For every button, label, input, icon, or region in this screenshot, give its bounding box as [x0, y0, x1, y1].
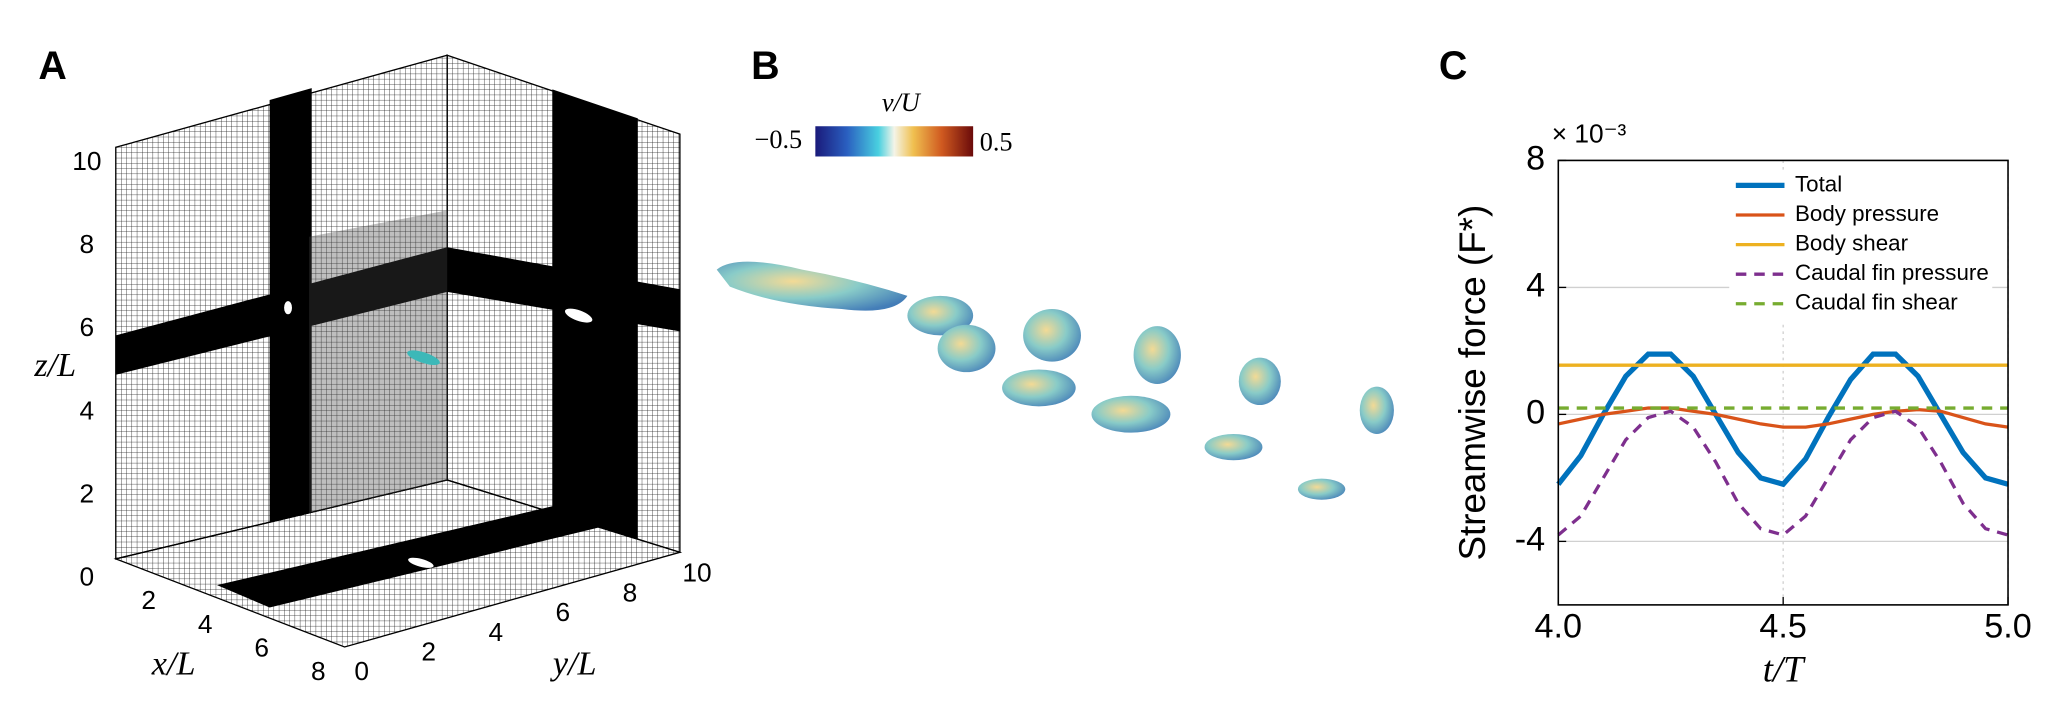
y-tick-label: 10: [682, 558, 711, 588]
x-tick-label: 4.0: [1535, 608, 1583, 646]
z-tick-label: 6: [80, 312, 95, 342]
axis-label: x/L: [151, 646, 196, 683]
legend-label: Body pressure: [1795, 201, 1939, 226]
x-tick-label: 4: [198, 609, 213, 639]
legend-label: Total: [1795, 171, 1842, 196]
axis-label: Streamwise force (F*): [1452, 205, 1493, 561]
z-tick-label: 10: [72, 146, 101, 176]
x-tick-label: 8: [311, 656, 326, 686]
x-tick-label: 6: [254, 633, 269, 663]
wake-render: [716, 261, 1394, 500]
axis-label: t/T: [1763, 649, 1806, 690]
x-tick-label: 4.5: [1759, 608, 1807, 646]
colorbar-label: v/U: [882, 88, 922, 117]
legend-box: [1729, 170, 1993, 323]
colorbar-tick: −0.5: [755, 125, 803, 154]
y-tick-label: 8: [623, 577, 638, 607]
axes-frame: [1557, 159, 2009, 606]
y-tick-label: 2: [421, 636, 436, 666]
panel-label: C: [1439, 44, 1467, 88]
panel-label: A: [38, 44, 66, 88]
panel-label: B: [751, 44, 779, 88]
series-line: [1557, 406, 2009, 429]
z-tick-label: 4: [80, 395, 95, 425]
y-tick-label: 4: [488, 617, 503, 647]
y-tick-label: -4: [1515, 520, 1545, 558]
y-tick-label: 6: [556, 597, 571, 627]
legend-label: Caudal fin pressure: [1795, 260, 1989, 285]
axis-label: z/L: [33, 347, 76, 384]
series-line: [1556, 351, 2009, 488]
y-tick-label: 0: [354, 656, 369, 686]
line-chart: -4 0 4 8 4.0 4.5 5.0 Total Body pressure Body she…: [1452, 118, 2032, 689]
legend-label: Caudal fin shear: [1795, 290, 1958, 315]
z-tick-label: 0: [80, 562, 95, 592]
axis-label: y/L: [550, 646, 597, 683]
y-tick-label: 4: [1526, 266, 1545, 304]
x-tick-label: 2: [141, 585, 156, 615]
annotation: × 10⁻³: [1552, 118, 1627, 148]
mesh-cube: [113, 54, 683, 648]
colorbar: [815, 126, 974, 157]
z-tick-label: 2: [80, 478, 95, 508]
x-tick-label: 5.0: [1984, 608, 2032, 646]
y-tick-label: 8: [1526, 139, 1545, 177]
legend-label: Body shear: [1795, 230, 1909, 255]
series-line: [1557, 409, 2009, 537]
z-tick-label: 8: [80, 229, 95, 259]
y-tick-label: 0: [1526, 393, 1545, 431]
colorbar-tick: 0.5: [980, 128, 1013, 157]
